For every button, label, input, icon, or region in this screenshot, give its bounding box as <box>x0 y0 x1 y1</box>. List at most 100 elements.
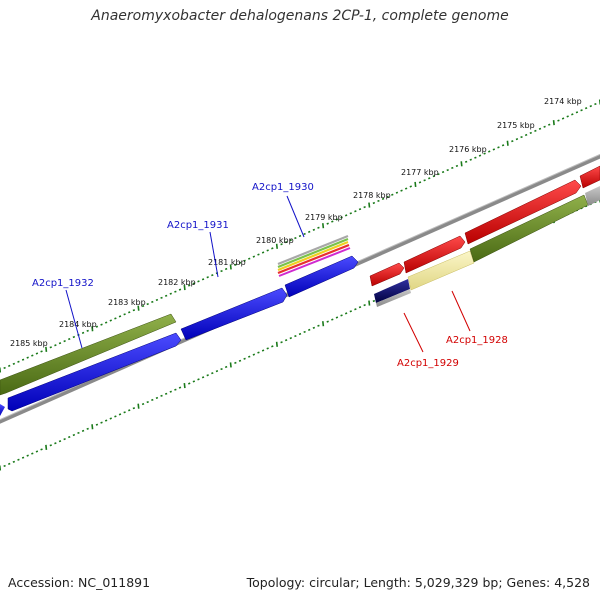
inner-minor-dot <box>68 435 71 439</box>
outer-minor-dot <box>68 337 71 341</box>
outer-minor-dot <box>344 214 348 217</box>
inner-minor-dot <box>151 398 154 402</box>
outer-minor-dot <box>54 344 57 347</box>
outer-minor-dot <box>220 269 223 273</box>
outer-minor-dot <box>174 290 177 293</box>
gene-red-b[interactable] <box>403 235 466 274</box>
gene-red-d[interactable] <box>579 165 600 189</box>
outer-minor-dot <box>17 360 20 363</box>
outer-minor-dot <box>192 282 196 285</box>
outer-minor-dot <box>317 226 320 229</box>
inner-major-tick <box>183 382 186 389</box>
gene-blue-1931[interactable] <box>180 287 288 341</box>
outer-major-tick <box>183 284 186 291</box>
inner-minor-dot <box>72 433 76 437</box>
outer-minor-dot <box>280 243 283 246</box>
tick-label-2185: 2185 kbp <box>10 339 48 348</box>
gene-blue-1932b[interactable] <box>7 332 182 412</box>
outer-major-tick <box>229 264 232 270</box>
tick-label-2180: 2180 kbp <box>256 236 294 245</box>
inner-minor-dot <box>340 314 343 317</box>
outer-minor-dot <box>561 117 565 120</box>
outer-minor-dot <box>501 144 505 147</box>
outer-minor-dot <box>12 362 16 365</box>
outer-minor-dot <box>160 296 163 299</box>
outer-minor-dot <box>418 181 422 184</box>
gene-olive-1932[interactable] <box>0 313 177 396</box>
outer-major-tick <box>275 243 278 249</box>
outer-minor-dot <box>40 350 43 353</box>
outer-minor-dot <box>469 158 472 161</box>
inner-minor-dot <box>252 353 256 356</box>
outer-minor-dot <box>128 311 131 314</box>
outer-minor-dot <box>358 208 362 211</box>
inner-minor-dot <box>197 378 200 381</box>
gene-grey-under-navy[interactable] <box>376 289 411 307</box>
tick-label-2175: 2175 kbp <box>497 121 535 130</box>
gene-navy-1929[interactable] <box>374 279 410 303</box>
outer-major-tick <box>137 305 140 311</box>
inner-minor-dot <box>372 299 376 303</box>
gene-yellow-1928[interactable] <box>407 250 475 291</box>
leader-1932 <box>65 289 83 349</box>
outer-minor-dot <box>580 109 583 112</box>
tick-label-2182: 2182 kbp <box>158 278 196 287</box>
gene-blue-edge[interactable] <box>0 404 5 416</box>
outer-minor-dot <box>340 216 343 219</box>
inner-minor-dot <box>100 421 103 424</box>
outer-minor-dot <box>363 206 366 209</box>
inner-minor-dot <box>54 442 57 445</box>
inner-minor-dot <box>49 444 52 447</box>
gene-label-1929[interactable]: A2cp1_1929 <box>397 358 459 369</box>
outer-minor-dot <box>31 354 34 357</box>
gene-blue-1930[interactable] <box>284 255 359 298</box>
inner-minor-dot <box>141 403 145 406</box>
outer-minor-dot <box>58 342 62 345</box>
outer-minor-dot <box>303 232 306 236</box>
inner-minor-dot <box>86 427 89 430</box>
inner-major-tick <box>229 362 232 368</box>
gene-grey-right[interactable] <box>585 186 600 206</box>
outer-minor-dot <box>483 152 486 155</box>
tick-label-2183: 2183 kbp <box>108 298 146 307</box>
outer-minor-dot <box>492 148 496 151</box>
inner-minor-dot <box>248 355 251 358</box>
inner-minor-dot <box>298 332 302 336</box>
gene-label-1928[interactable]: A2cp1_1928 <box>446 335 508 346</box>
leader-1931 <box>209 231 219 278</box>
inner-minor-dot <box>206 374 209 377</box>
outer-minor-dot <box>557 119 560 122</box>
tick-label-2181: 2181 kbp <box>208 258 246 267</box>
tick-label-2184: 2184 kbp <box>59 320 97 329</box>
tick-label-2177: 2177 kbp <box>401 168 439 177</box>
accession-text: Accession: NC_011891 <box>8 575 151 590</box>
outer-minor-dot <box>114 317 117 320</box>
outer-minor-dot <box>548 123 551 126</box>
gene-label-1932[interactable]: A2cp1_1932 <box>32 278 94 289</box>
outer-major-tick <box>368 202 371 208</box>
gene-red-c[interactable] <box>464 179 582 245</box>
outer-minor-dot <box>478 154 482 157</box>
ruler-labels: 2174 kbp 2175 kbp 2176 kbp 2177 kbp 2178… <box>10 97 582 348</box>
outer-minor-dot <box>432 175 436 178</box>
inner-minor-dot <box>201 376 205 379</box>
gene-red-a[interactable] <box>369 262 405 287</box>
gene-label-1930[interactable]: A2cp1_1930 <box>252 182 314 193</box>
outer-minor-dot <box>377 199 380 203</box>
inner-minor-dot <box>17 458 20 461</box>
outer-minor-dot <box>234 263 237 266</box>
gene-label-1931[interactable]: A2cp1_1931 <box>167 220 229 231</box>
outer-minor-dot <box>594 102 597 106</box>
inner-major-tick <box>275 341 278 347</box>
inner-minor-dot <box>344 312 348 315</box>
outer-minor-dot <box>8 364 11 367</box>
map-title: Anaeromyxobacter dehalogenans 2CP-1, com… <box>91 8 509 24</box>
leader-1930 <box>286 195 305 238</box>
inner-minor-dot <box>289 337 292 340</box>
feature-stripes-1930[interactable] <box>277 234 351 277</box>
inner-minor-dot <box>109 417 112 420</box>
outer-minor-dot <box>428 177 431 180</box>
genome-summary-text: Topology: circular; Length: 5,029,329 bp… <box>246 575 590 590</box>
inner-major-tick <box>368 300 371 306</box>
outer-minor-dot <box>95 325 99 328</box>
